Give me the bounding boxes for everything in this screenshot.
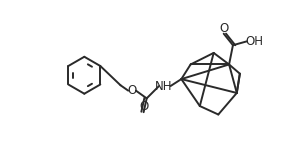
Text: OH: OH <box>245 35 263 48</box>
Text: NH: NH <box>155 80 173 93</box>
Text: O: O <box>219 22 228 35</box>
Text: O: O <box>127 84 137 97</box>
Text: O: O <box>139 99 148 113</box>
